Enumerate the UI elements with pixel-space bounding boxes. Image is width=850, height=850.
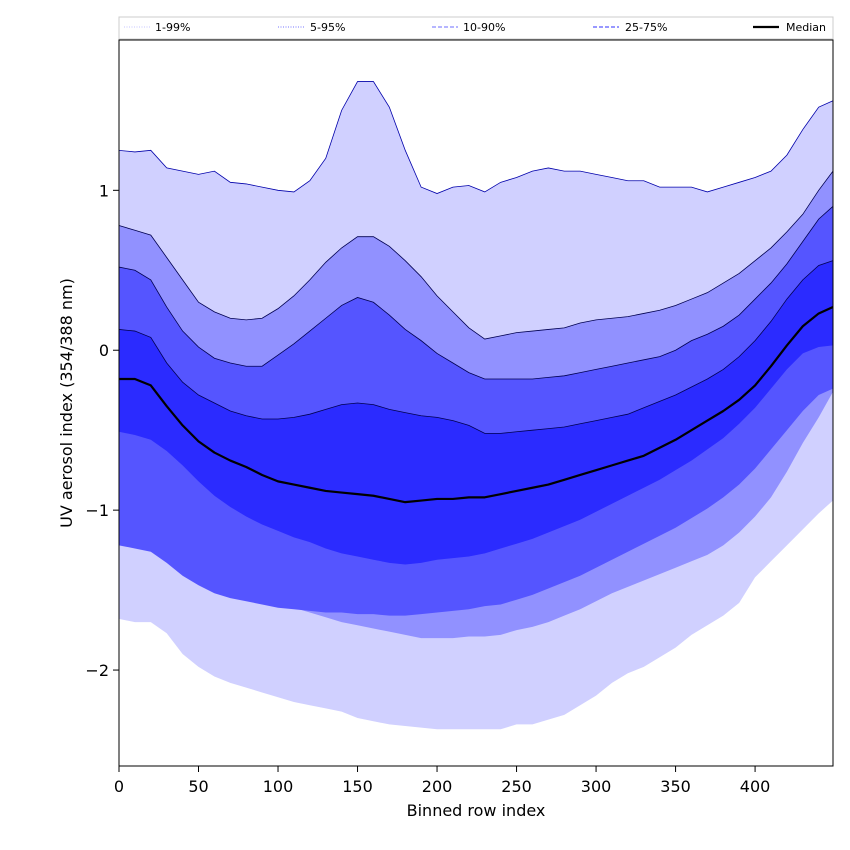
series-line-median [119, 306, 834, 504]
band-25-75% [119, 260, 833, 565]
series-lines [119, 306, 834, 504]
x-tick-label: 0 [114, 777, 124, 796]
legend-box [118, 16, 834, 40]
y-tick-label: 0 [99, 341, 109, 360]
legend-label-10-90%: 10-90% [463, 21, 505, 34]
plot-frame [118, 39, 834, 767]
band-edge-1-99% [118, 81, 834, 194]
x-tick-label: 400 [740, 777, 771, 796]
x-tick-label: 200 [422, 777, 453, 796]
legend-label-25-75%: 25-75% [625, 21, 667, 34]
legend: 1-99% 5-95% 10-90% 25-75% Median [118, 16, 834, 40]
y-axis-label: UV aerosol index (354/388 nm) [57, 278, 76, 528]
y-tick-label: −1 [85, 501, 109, 520]
legend-label-5-95%: 5-95% [310, 21, 345, 34]
x-tick-label: 50 [188, 777, 208, 796]
band-edge-25-75% [118, 260, 834, 434]
band-edge-5-95% [118, 170, 834, 340]
y-tick-label: −2 [85, 661, 109, 680]
legend-label-Median: Median [786, 21, 826, 34]
x-tick-label: 300 [581, 777, 612, 796]
x-axis-ticks: 0 50 100 150 200 250 300 350 400 [114, 766, 770, 796]
legend-label-1-99%: 1-99% [155, 21, 190, 34]
percentile-bands [118, 81, 834, 730]
y-tick-label: 1 [99, 181, 109, 200]
x-axis-label: Binned row index [407, 801, 546, 820]
x-tick-label: 250 [501, 777, 532, 796]
band-edge-10-90% [118, 206, 834, 380]
x-tick-label: 350 [660, 777, 691, 796]
y-axis-ticks: −2 −1 0 1 [85, 181, 119, 680]
x-tick-label: 150 [342, 777, 373, 796]
x-tick-label: 100 [263, 777, 294, 796]
